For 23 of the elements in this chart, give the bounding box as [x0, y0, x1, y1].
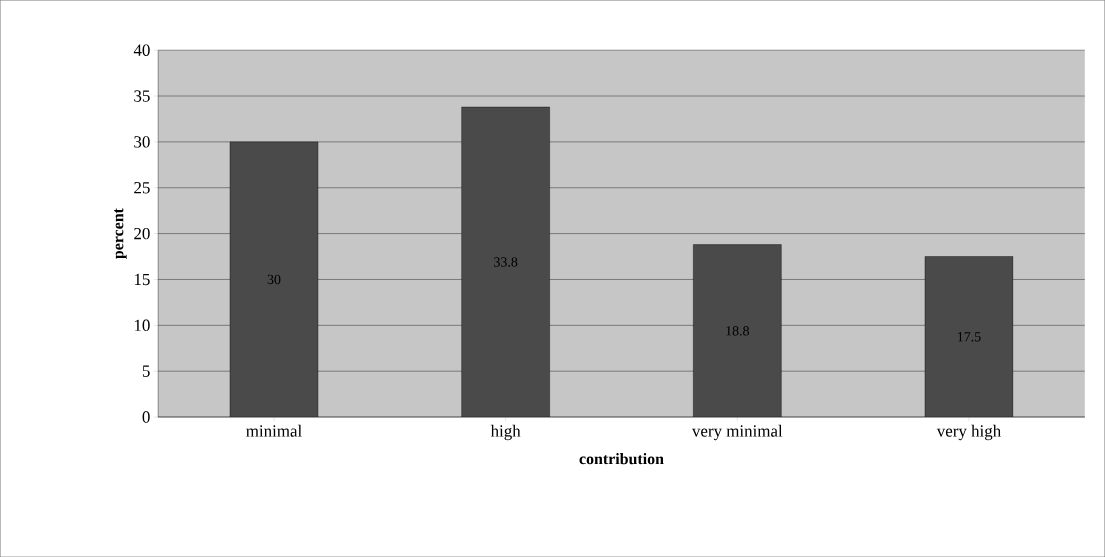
- x-tick-label: high: [490, 424, 521, 441]
- y-axis-title: percent: [114, 208, 127, 259]
- y-tick-label: 20: [134, 227, 150, 240]
- bar: [693, 244, 782, 417]
- y-tick-label: 25: [134, 181, 150, 194]
- data-label: 17.5: [958, 331, 981, 342]
- x-tick-label: very high: [936, 424, 1001, 441]
- y-tick-label: 5: [142, 365, 150, 377]
- bar: [461, 106, 550, 417]
- y-tick-label: 35: [134, 90, 150, 102]
- bar: [924, 256, 1014, 417]
- data-label: 33.8: [494, 257, 518, 267]
- bar: [229, 141, 319, 417]
- y-tick-label: 0: [142, 411, 150, 423]
- y-tick-label: 10: [134, 319, 150, 331]
- x-tick-label: very minimal: [691, 424, 783, 441]
- y-tick-label: 15: [134, 273, 150, 286]
- x-tick-label: minimal: [246, 424, 302, 437]
- x-axis-title: contribution: [579, 452, 664, 465]
- y-tick-label: 40: [133, 44, 150, 56]
- y-tick-label: 30: [134, 136, 150, 148]
- data-label: 18.8: [726, 325, 749, 336]
- data-label: 30: [267, 274, 281, 285]
